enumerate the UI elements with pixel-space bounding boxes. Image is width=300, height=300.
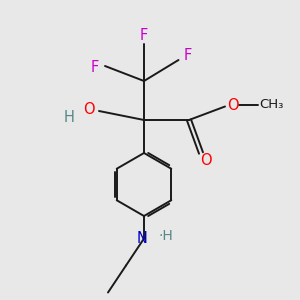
Text: F: F: [90, 60, 99, 75]
Text: O: O: [200, 153, 211, 168]
Text: F: F: [183, 48, 192, 63]
Text: CH₃: CH₃: [259, 98, 284, 112]
Text: N: N: [137, 231, 148, 246]
Text: O: O: [228, 98, 239, 112]
Text: F: F: [140, 28, 148, 44]
Text: H: H: [64, 110, 74, 124]
Text: ·H: ·H: [159, 229, 174, 242]
Text: O: O: [83, 102, 94, 117]
